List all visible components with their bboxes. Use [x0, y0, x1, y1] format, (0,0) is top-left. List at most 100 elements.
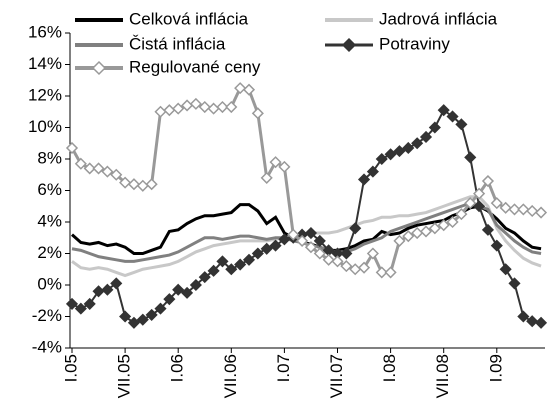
- x-tick-label: I.07: [274, 354, 293, 382]
- data-point: [526, 315, 539, 328]
- y-tick-label: 16%: [28, 22, 62, 41]
- data-point: [357, 261, 371, 274]
- series-line: [71, 108, 542, 324]
- x-tick-label: I.08: [380, 354, 399, 382]
- data-point: [242, 253, 256, 266]
- y-tick-label: 8%: [37, 148, 62, 167]
- data-point: [384, 148, 397, 161]
- data-point: [83, 162, 96, 175]
- data-point: [393, 234, 406, 247]
- data-point: [189, 278, 202, 292]
- legend-label: Regulované ceny: [129, 57, 261, 76]
- data-point: [216, 100, 229, 114]
- data-point: [428, 121, 441, 134]
- data-point: [375, 152, 388, 166]
- data-point: [225, 100, 238, 114]
- data-point: [446, 215, 459, 229]
- legend-entry: Regulované ceny: [73, 57, 318, 78]
- data-point: [119, 176, 132, 189]
- x-tick-label: I.09: [486, 354, 505, 382]
- data-point: [154, 105, 167, 118]
- data-point: [331, 255, 344, 268]
- legend-bg: [73, 35, 318, 55]
- data-point: [296, 234, 309, 247]
- legend-bg: [323, 10, 547, 30]
- data-point: [154, 302, 167, 315]
- data-point: [269, 239, 282, 252]
- legend-entry: Potraviny: [323, 34, 547, 55]
- data-point: [517, 310, 530, 323]
- data-point: [393, 145, 406, 158]
- data-point: [163, 293, 176, 306]
- legend-entry: Čistá inflácia: [73, 34, 318, 55]
- y-tick-label: -4%: [32, 337, 62, 356]
- data-point: [198, 100, 211, 114]
- data-point: [101, 165, 114, 178]
- legend-entry: Celková inflácia: [73, 9, 318, 30]
- data-point: [473, 200, 486, 213]
- data-point: [234, 258, 247, 271]
- y-tick-label: 12%: [28, 85, 62, 104]
- data-point: [517, 203, 530, 216]
- data-point: [207, 264, 220, 277]
- data-point: [455, 208, 468, 221]
- data-point: [490, 239, 503, 252]
- data-point: [251, 247, 264, 260]
- data-point: [180, 286, 194, 299]
- data-point: [65, 297, 79, 310]
- data-point: [508, 203, 521, 216]
- data-point: [349, 222, 362, 235]
- y-tick-label: 0%: [37, 274, 62, 293]
- data-point: [101, 283, 114, 296]
- data-point: [357, 173, 371, 186]
- data-point: [313, 234, 326, 247]
- legend-bg: [73, 10, 318, 30]
- data-point: [402, 230, 415, 243]
- data-point: [473, 187, 486, 200]
- data-point: [216, 255, 229, 268]
- y-tick-label: 10%: [28, 117, 62, 136]
- data-point: [242, 83, 256, 96]
- y-tick-label: 6%: [37, 180, 62, 199]
- legend-label: Celková inflácia: [129, 9, 249, 28]
- data-point: [340, 247, 353, 260]
- data-point: [464, 151, 477, 164]
- data-point: [437, 104, 450, 117]
- x-tick-label: VII.08: [433, 354, 452, 398]
- data-point: [304, 226, 318, 240]
- data-point: [234, 82, 247, 95]
- data-point: [490, 197, 503, 210]
- data-point: [172, 283, 185, 296]
- data-point: [402, 141, 415, 155]
- data-point: [428, 222, 441, 235]
- data-point: [411, 137, 424, 150]
- data-point: [304, 241, 318, 254]
- data-point: [481, 174, 495, 188]
- data-point: [74, 302, 87, 315]
- data-point: [136, 179, 149, 192]
- data-point: [145, 178, 158, 191]
- data-point: [534, 206, 547, 219]
- data-point: [481, 223, 495, 236]
- data-point: [189, 97, 202, 110]
- data-point: [198, 271, 211, 284]
- data-point: [74, 157, 87, 170]
- x-tick-label: VII.05: [115, 354, 134, 398]
- data-point: [455, 118, 468, 131]
- data-point: [145, 308, 158, 321]
- y-tick-label: 14%: [28, 54, 62, 73]
- data-point: [172, 102, 185, 115]
- data-point: [260, 242, 273, 255]
- legend-label: Potraviny: [379, 34, 450, 53]
- data-point: [207, 102, 220, 115]
- data-point: [65, 141, 79, 155]
- legend-label: Čistá inflácia: [129, 34, 226, 53]
- data-point: [526, 204, 539, 218]
- data-point: [92, 162, 105, 175]
- legend-marker: [91, 60, 107, 76]
- data-point: [464, 197, 477, 210]
- data-point: [375, 266, 388, 279]
- data-point: [110, 277, 123, 290]
- legend-bg: [73, 58, 318, 78]
